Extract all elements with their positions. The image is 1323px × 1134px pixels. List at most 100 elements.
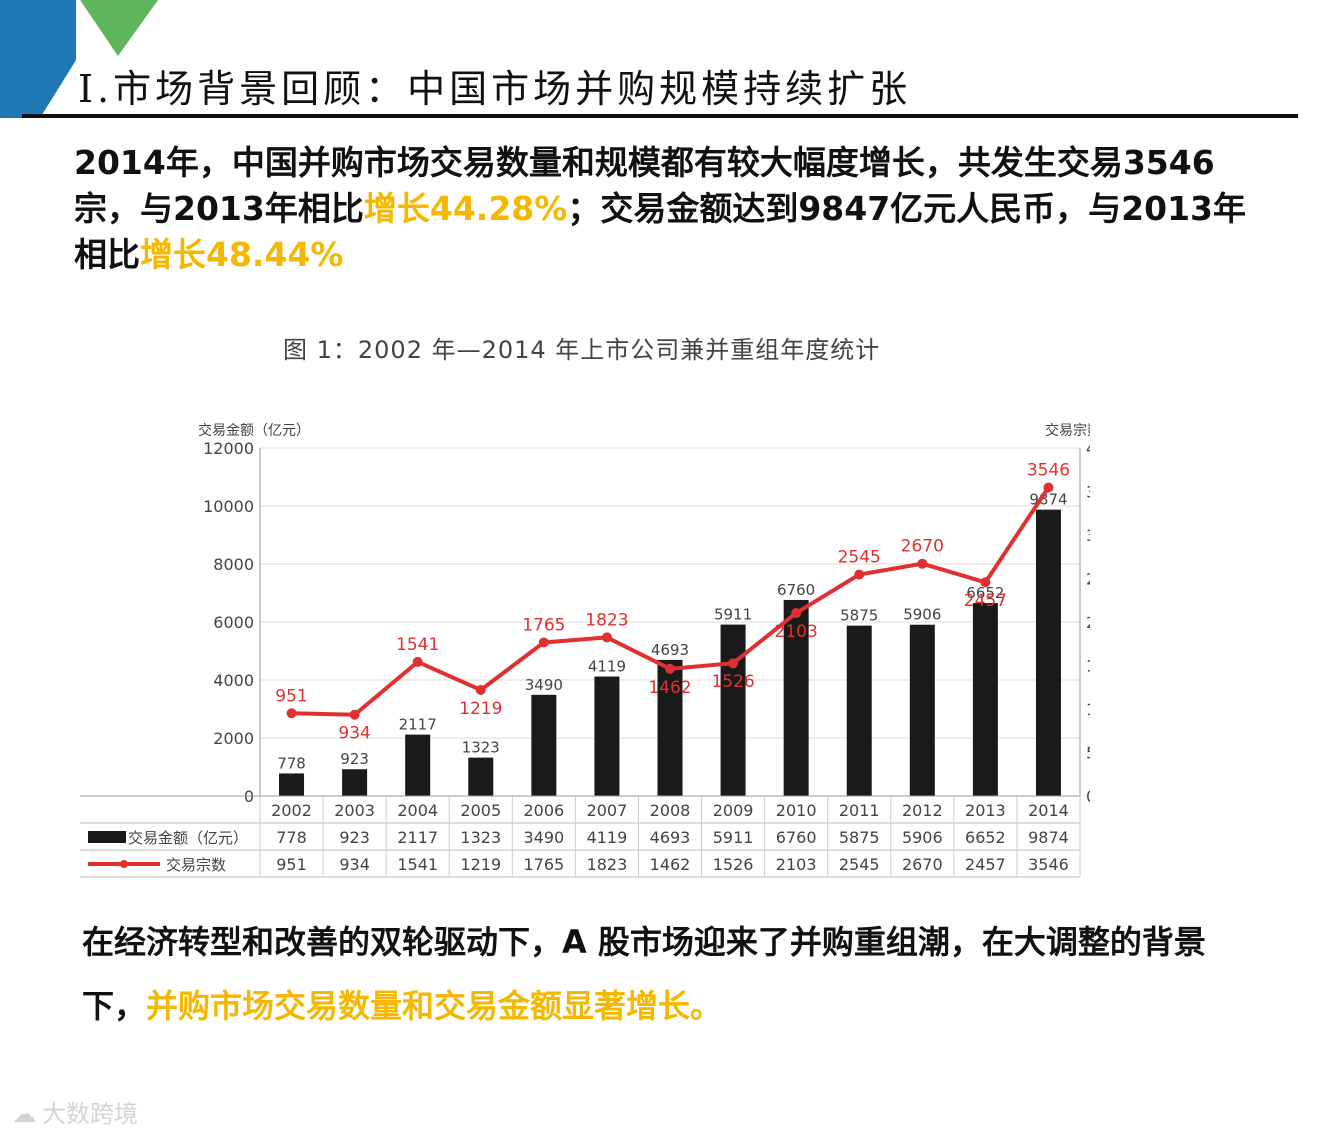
y2-tick-label: 2500 — [1086, 570, 1090, 589]
table-cell-amount: 923 — [339, 828, 370, 847]
bar — [783, 599, 809, 796]
bar-data-label: 5906 — [903, 606, 941, 624]
title-divider — [22, 114, 1298, 118]
x-tick-label: 2002 — [271, 801, 312, 820]
table-cell-count: 934 — [339, 855, 370, 874]
table-cell-amount: 1323 — [460, 828, 501, 847]
bar — [909, 624, 935, 796]
bar-data-label: 5875 — [840, 607, 878, 625]
y2-axis-title: 交易宗数 — [1045, 422, 1090, 439]
chart-title: 图 1：2002 年—2014 年上市公司兼并重组年度统计 — [283, 336, 881, 364]
conclusion-paragraph: 在经济转型和改善的双轮驱动下，A 股市场迎来了并购重组潮，在大调整的背景下，并购… — [82, 910, 1242, 1038]
table-cell-count: 2103 — [776, 855, 817, 874]
x-tick-label: 2003 — [334, 801, 375, 820]
bar-data-label: 4119 — [588, 658, 626, 676]
bar-data-label: 923 — [340, 750, 369, 768]
table-cell-amount: 9874 — [1028, 828, 1069, 847]
y2-tick-label: 3000 — [1086, 526, 1090, 545]
combo-chart: 0200040006000800010000120000500100015002… — [80, 422, 1090, 878]
page-title: I.市场背景回顾：中国市场并购规模持续扩张 — [78, 67, 912, 111]
bar — [846, 625, 872, 796]
y2-tick-label: 1000 — [1086, 700, 1090, 719]
y2-tick-label: 4000 — [1086, 439, 1090, 458]
table-cell-amount: 5875 — [839, 828, 880, 847]
line-point — [349, 709, 360, 720]
intro-text-1: 2014年，中国并购市场交易数量和规模都有较大幅度增长，共发生交易3546宗，与… — [74, 143, 1215, 228]
line-data-label: 2103 — [775, 622, 818, 642]
table-cell-count: 1526 — [713, 855, 754, 874]
x-tick-label: 2006 — [523, 801, 564, 820]
table-cell-count: 1823 — [587, 855, 628, 874]
watermark-text: 大数跨境 — [42, 1100, 138, 1128]
line-point — [980, 577, 991, 588]
line-point — [1043, 482, 1054, 493]
y2-tick-label: 500 — [1086, 744, 1090, 763]
line-point — [601, 632, 612, 643]
line-data-label: 3546 — [1027, 460, 1070, 480]
line-point — [728, 658, 739, 669]
line-data-label: 2670 — [901, 537, 944, 557]
x-tick-label: 2004 — [397, 801, 438, 820]
y-tick-label: 2000 — [213, 729, 254, 748]
bar — [1035, 509, 1061, 796]
bar-data-label: 1323 — [462, 739, 500, 757]
table-cell-amount: 6652 — [965, 828, 1006, 847]
bar-data-label: 6652 — [966, 584, 1004, 602]
line-data-label: 1462 — [648, 678, 691, 698]
table-cell-amount: 3490 — [523, 828, 564, 847]
bar — [594, 676, 620, 796]
x-tick-label: 2011 — [839, 801, 880, 820]
legend-bar-label: 交易金额（亿元） — [128, 829, 248, 847]
line-point — [412, 656, 423, 667]
bar — [531, 694, 557, 796]
intro-paragraph: 2014年，中国并购市场交易数量和规模都有较大幅度增长，共发生交易3546宗，与… — [74, 140, 1274, 278]
table-cell-count: 2457 — [965, 855, 1006, 874]
line-data-label: 2545 — [838, 548, 881, 568]
line-point — [917, 558, 928, 569]
line-data-label: 1541 — [396, 635, 439, 655]
watermark: ☁ 大数跨境 — [12, 1094, 138, 1129]
y2-tick-label: 3500 — [1086, 483, 1090, 502]
table-cell-amount: 778 — [276, 828, 307, 847]
x-tick-label: 2014 — [1028, 801, 1069, 820]
y-tick-label: 10000 — [203, 497, 254, 516]
corner-logo — [0, 0, 158, 118]
line-data-label: 951 — [275, 686, 307, 706]
line-data-label: 934 — [338, 724, 370, 744]
bar — [405, 734, 431, 796]
conclusion-highlight: 并购市场交易数量和交易金额显著增长。 — [146, 987, 723, 1025]
intro-highlight-1: 增长44.28% — [363, 189, 568, 228]
cloud-logo-icon: ☁ — [12, 1100, 36, 1128]
y-tick-label: 4000 — [213, 671, 254, 690]
bar — [468, 757, 494, 796]
y-tick-label: 8000 — [213, 555, 254, 574]
bar-data-label: 6760 — [777, 581, 815, 599]
line-point — [286, 708, 297, 719]
table-cell-count: 951 — [276, 855, 307, 874]
x-tick-label: 2009 — [713, 801, 754, 820]
y2-tick-label: 1500 — [1086, 657, 1090, 676]
bar — [720, 624, 746, 796]
y-tick-label: 6000 — [213, 613, 254, 632]
x-tick-label: 2007 — [587, 801, 628, 820]
line-point — [791, 608, 802, 619]
intro-highlight-2: 增长48.44% — [140, 235, 344, 274]
legend-line-label: 交易宗数 — [166, 856, 226, 874]
legend-bar-swatch — [88, 831, 126, 843]
line-data-label: 1219 — [459, 699, 502, 719]
conclusion-text: 在经济转型和改善的双轮驱动下，A 股市场迎来了并购重组潮，在大调整的背景下， — [82, 923, 1206, 1025]
table-cell-count: 3546 — [1028, 855, 1069, 874]
line-data-label: 1526 — [711, 672, 754, 692]
table-cell-amount: 4693 — [650, 828, 691, 847]
y2-tick-label: 2000 — [1086, 613, 1090, 632]
x-tick-label: 2012 — [902, 801, 943, 820]
x-tick-label: 2010 — [776, 801, 817, 820]
logo-white-wedge — [40, 58, 78, 118]
bar — [279, 773, 305, 796]
table-cell-count: 2545 — [839, 855, 880, 874]
table-cell-count: 2670 — [902, 855, 943, 874]
line-point — [475, 684, 486, 695]
bar-data-label: 2117 — [399, 716, 437, 734]
intro-text-2: ；交易金额达到9847亿元人民币，与2013年相比 — [74, 189, 1247, 274]
line-point — [665, 663, 675, 674]
